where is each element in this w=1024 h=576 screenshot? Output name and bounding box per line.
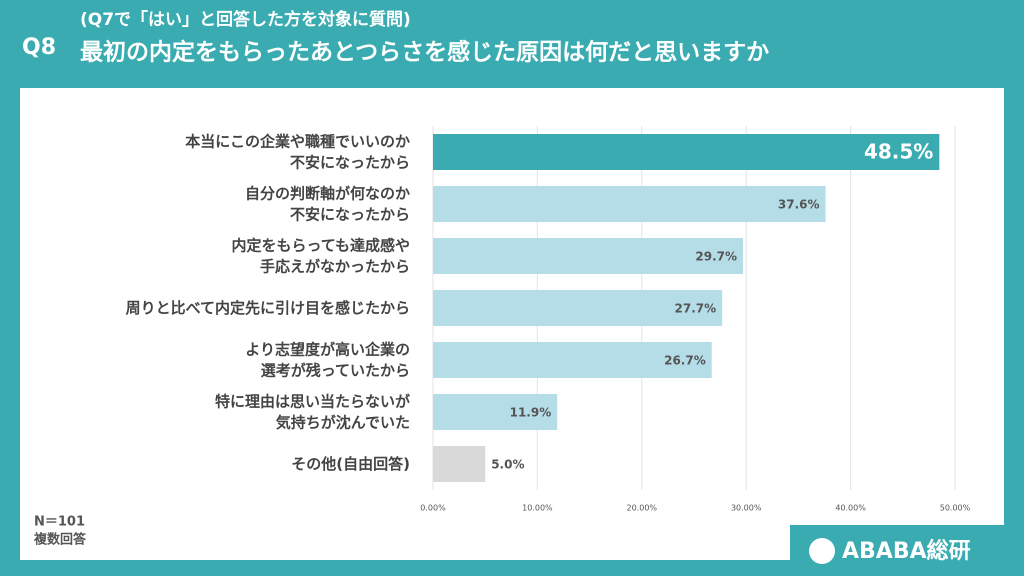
category-line: 気持ちが沈んでいた bbox=[276, 413, 410, 431]
bar bbox=[433, 290, 723, 326]
value-label: 27.7% bbox=[675, 302, 717, 316]
bar bbox=[433, 134, 940, 170]
category-label: より志望度が高い企業の選考が残っていたから bbox=[245, 340, 410, 379]
category-line: 選考が残っていたから bbox=[261, 361, 410, 379]
category-label: 内定をもらっても達成感や手応えがなかったから bbox=[231, 236, 410, 275]
plot: 0.00% 10.00% 20.00% 30.00% 40.00% 50.00% 48.5%… bbox=[126, 126, 971, 513]
note: 複数回答 bbox=[33, 532, 87, 548]
category-line: 手応えがなかったから bbox=[260, 257, 410, 275]
x-tick-label: 30.00% bbox=[731, 504, 762, 513]
category-line: その他(自由回答) bbox=[291, 455, 410, 473]
category-line: 不安になったから bbox=[290, 153, 410, 171]
category-line: 自分の判断軸が何なのか bbox=[245, 184, 410, 202]
category-label: その他(自由回答) bbox=[291, 455, 410, 473]
value-label: 37.6% bbox=[778, 198, 820, 212]
category-line: 本当にこの企業や職種でいいのか bbox=[185, 132, 410, 150]
bar bbox=[433, 342, 712, 378]
category-line: 内定をもらっても達成感や bbox=[231, 236, 410, 254]
category-line: 不安になったから bbox=[290, 205, 410, 223]
title: 最初の内定をもらったあとつらさを感じた原因は何だと思いますか bbox=[80, 39, 769, 66]
logo-icon bbox=[809, 538, 835, 564]
logo: ABABA総研 bbox=[842, 538, 971, 564]
category-label: 周りと比べて内定先に引け目を感じたから bbox=[126, 299, 410, 317]
x-tick-label: 20.00% bbox=[627, 504, 658, 513]
value-label: 26.7% bbox=[664, 354, 706, 368]
value-label: 48.5% bbox=[864, 140, 933, 164]
category-label: 自分の判断軸が何なのか不安になったから bbox=[245, 184, 410, 223]
x-tick-label: 10.00% bbox=[522, 504, 553, 513]
value-label: 11.9% bbox=[510, 406, 552, 420]
bar bbox=[433, 446, 486, 482]
bar bbox=[433, 238, 744, 274]
category-line: 周りと比べて内定先に引け目を感じたから bbox=[126, 299, 410, 317]
bar bbox=[433, 186, 826, 222]
x-tick-label: 50.00% bbox=[940, 504, 971, 513]
category-line: より志望度が高い企業の bbox=[245, 340, 410, 358]
x-tick-label: 0.00% bbox=[420, 504, 446, 513]
x-tick-label: 40.00% bbox=[835, 504, 866, 513]
sample-size: N＝101 bbox=[34, 515, 85, 530]
value-label: 5.0% bbox=[491, 458, 524, 472]
question-number: Q8 bbox=[22, 35, 56, 60]
bar bbox=[433, 394, 558, 430]
category-label: 特に理由は思い当たらないが気持ちが沈んでいた bbox=[215, 392, 411, 431]
category-label: 本当にこの企業や職種でいいのか不安になったから bbox=[185, 132, 410, 171]
category-line: 特に理由は思い当たらないが bbox=[215, 392, 411, 410]
subtitle: (Q7で「はい」と回答した方を対象に質問) bbox=[80, 9, 411, 30]
value-label: 29.7% bbox=[695, 250, 737, 264]
